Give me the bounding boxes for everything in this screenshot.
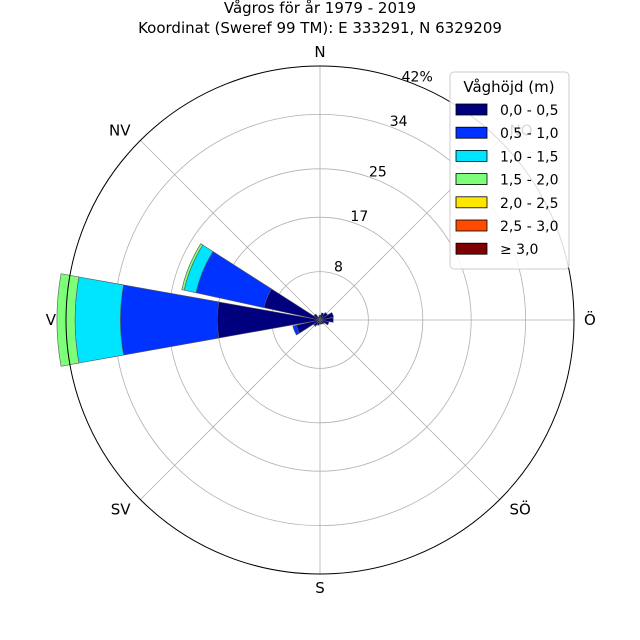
legend-swatch [455,196,488,209]
ring-label: 17 [350,209,368,225]
legend-label: 1,5 - 2,0 [500,173,558,189]
legend-label: 2,0 - 2,5 [500,196,558,212]
direction-label: N [314,43,325,61]
legend-label: ≥ 3,0 [500,242,538,258]
ring-labels: 8 17 25 34 42% [334,69,433,275]
legend-swatch [455,173,488,186]
rose-sector [181,243,204,291]
ring-label: 42% [402,69,433,85]
rose-sector [292,324,301,336]
grid-spoke [140,140,321,321]
rose-sector [319,317,334,323]
direction-label: V [46,311,57,329]
legend-label: 0,0 - 0,5 [500,103,558,119]
grid-spoke [140,319,321,500]
direction-label: Ö [584,310,596,329]
legend: Våghöjd (m) 0,0 - 0,5 0,5 - 1,0 1,0 - 1,5 1… [449,71,570,270]
direction-label: SV [111,501,132,519]
direction-label: SÖ [510,500,531,519]
legend-swatch [455,126,488,139]
ring-label: 25 [369,164,387,180]
rose-sector [319,312,334,321]
rose-sector [313,313,321,321]
rose-sector [56,273,80,367]
grid-spoke [319,319,500,500]
chart-title: Vågros för år 1979 - 2019 [224,0,416,17]
rose-sector [120,284,220,356]
legend-box [449,71,570,270]
polar-frame [65,65,575,575]
legend-swatch [455,242,488,255]
legend-entries: 0,0 - 0,5 0,5 - 1,0 1,0 - 1,5 1,5 - 2,0 2,0 … [455,103,558,258]
ring-label: 34 [390,114,408,130]
legend-swatch [455,103,488,116]
legend-label: 1,0 - 1,5 [500,149,558,165]
rose-sectors [56,243,334,367]
direction-label: S [315,579,325,597]
legend-title: Våghöjd (m) [463,78,554,96]
rose-sector [319,312,328,321]
legend-swatch [455,149,488,162]
rose-sector [313,323,317,327]
legend-label: 0,5 - 1,0 [500,126,558,142]
rose-sector [319,319,325,325]
direction-label: NV [109,121,131,139]
legend-label: 2,5 - 3,0 [500,219,558,235]
rose-sector [317,316,321,321]
ring-label: 8 [334,259,343,275]
legend-swatch [455,219,488,232]
rose-sector [74,276,124,364]
chart-subtitle: Koordinat (Sweref 99 TM): E 333291, N 63… [138,19,502,37]
